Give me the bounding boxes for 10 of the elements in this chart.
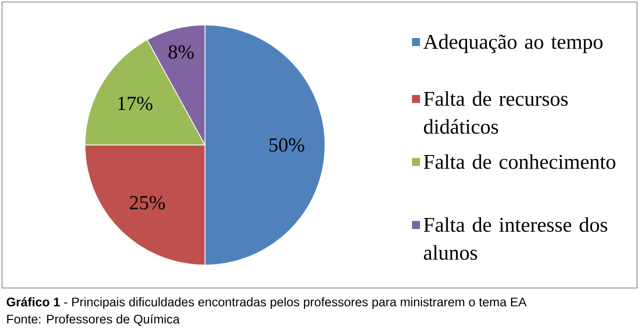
data-label: 50% — [270, 138, 304, 152]
legend-label: Falta de interesse dos alunos — [424, 217, 608, 260]
data-label: 25% — [130, 196, 165, 210]
legend-label: Adequação ao tempo — [423, 34, 603, 54]
text: Gráfico 1 - Principais dificuldades encontradas pelos professores para ministrarem o tema EA — [6, 297, 527, 309]
legend-label: Falta de recursos didáticos — [424, 91, 568, 134]
legend-label: Falta de conhecimento — [424, 154, 616, 169]
source-note: Fonte: Professores de Química — [7, 314, 180, 326]
data-label: 8% — [168, 45, 194, 59]
data-label: 17% — [118, 96, 152, 110]
